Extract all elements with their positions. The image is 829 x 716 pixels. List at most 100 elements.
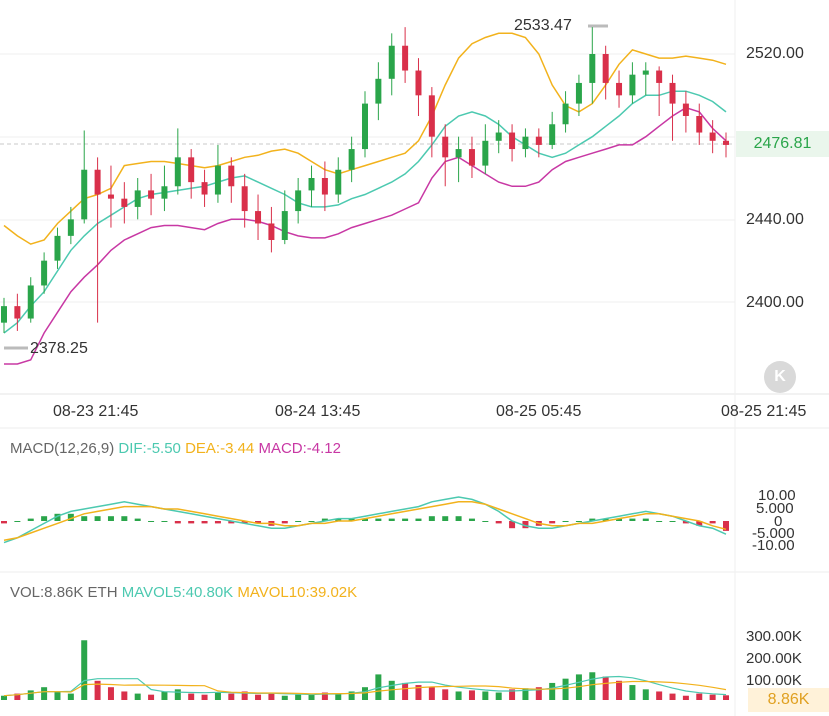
volume-bar [468,690,475,700]
candle-body [121,198,128,207]
macd-histogram-bar [602,518,609,521]
vol-tick-100k: 100.00K [746,672,802,689]
macd-histogram-bar [442,516,449,521]
macd-histogram-bar [723,521,729,531]
macd-histogram-bar [656,521,663,522]
macd-histogram-bar [362,518,368,521]
macd-histogram-bar [174,521,181,524]
macd-dea-line [3,501,727,541]
macd-tick-0: 0 [774,513,783,530]
macd-histogram-bar [468,518,475,521]
volume-bar [589,672,596,700]
time-tick-2: 08-24 13:45 [275,403,361,420]
mavol10-line [3,680,727,697]
volume-bar [281,695,288,700]
volume-bar [682,695,689,700]
macd-title: MACD(12,26,9) [10,440,115,457]
candle-body [428,95,435,137]
macd-histogram-bar [321,518,328,521]
macd-histogram-bar [482,521,489,522]
vol-tick-300k: 300.00K [746,628,802,645]
candle-body [562,103,569,125]
volume-bar [321,692,328,700]
candle-body [214,165,221,195]
macd-histogram-bar [375,518,382,521]
volume-bar [362,687,368,700]
volume-bar [81,640,88,700]
volume-bar [669,693,676,700]
macd-dif-line [3,496,727,544]
candle-body [629,74,636,96]
candle-body [388,45,395,79]
volume-panel [1,640,729,700]
macd-histogram-bar [402,518,409,521]
volume-bar [696,693,703,700]
volume-bar [415,685,422,700]
volume-bar [161,691,168,700]
candle-body [335,169,342,195]
jump-to-latest-button[interactable]: K [764,361,796,393]
macd-tick-neg10: -10.00 [752,537,795,554]
candle-body [482,140,489,166]
macd-tick-5: 5.000 [756,500,794,517]
band-lower-band [4,106,727,365]
macd-histogram-bar [669,521,676,522]
volume-bar [656,691,663,700]
volume-bar [67,693,74,700]
price-tick-2400: 2400.00 [746,294,804,311]
volume-bar [94,680,101,700]
macd-panel [1,496,729,544]
candle-body [14,306,21,319]
macd-histogram-bar [495,521,502,524]
vol-legend: VOL:8.86K ETH MAVOL5:40.80K MAVOL10:39.0… [10,584,357,601]
macd-histogram-bar [509,521,516,529]
macd-histogram-bar [335,518,342,521]
volume-bar [616,680,623,700]
volume-bar [107,687,114,700]
candle-body [522,136,529,150]
macd-histogram-bar [522,521,529,529]
high-price-marker: 2533.47 [514,17,572,34]
volume-bar [241,691,248,700]
volume-bar [188,693,195,700]
volume-bar [629,685,636,700]
macd-histogram-bar [642,518,649,521]
macd-histogram-bar [562,521,569,522]
candle-body [642,70,649,75]
macd-histogram-bar [388,518,395,521]
price-tick-2440: 2440.00 [746,211,804,228]
macd-histogram-bar [709,521,716,524]
macd-histogram-bar [308,521,315,522]
volume-bar [14,693,21,700]
volume-bar [348,691,355,700]
candle-body [575,82,582,104]
candle-body [375,78,382,104]
volume-bar [255,694,262,700]
candle-body [308,178,315,191]
candle-body [616,82,623,96]
macd-histogram-bar [27,518,34,521]
candle-body [268,223,275,240]
macd-dea: DEA:-3.44 [185,440,255,457]
time-tick-3: 08-25 05:45 [496,403,582,420]
candle-body [415,70,422,96]
vol-tick-200k: 200.00K [746,650,802,667]
candle-body [669,82,676,104]
candle-body [188,157,195,183]
price-tick-2520: 2520.00 [746,45,804,62]
candle-body [535,136,542,145]
volume-bar [642,689,649,700]
candle-body [723,140,729,145]
volume-bar [201,694,208,700]
macd-histogram-bar [67,513,74,521]
volume-bar [268,693,275,700]
candle-body [549,124,556,145]
macd-histogram-bar [348,518,355,521]
candle-body [455,149,462,158]
current-price-badge: 2476.81 [736,131,829,157]
candle-body [134,190,141,207]
candle-body [228,165,235,187]
macd-histogram-bar [188,521,195,524]
volume-bar [428,687,435,700]
